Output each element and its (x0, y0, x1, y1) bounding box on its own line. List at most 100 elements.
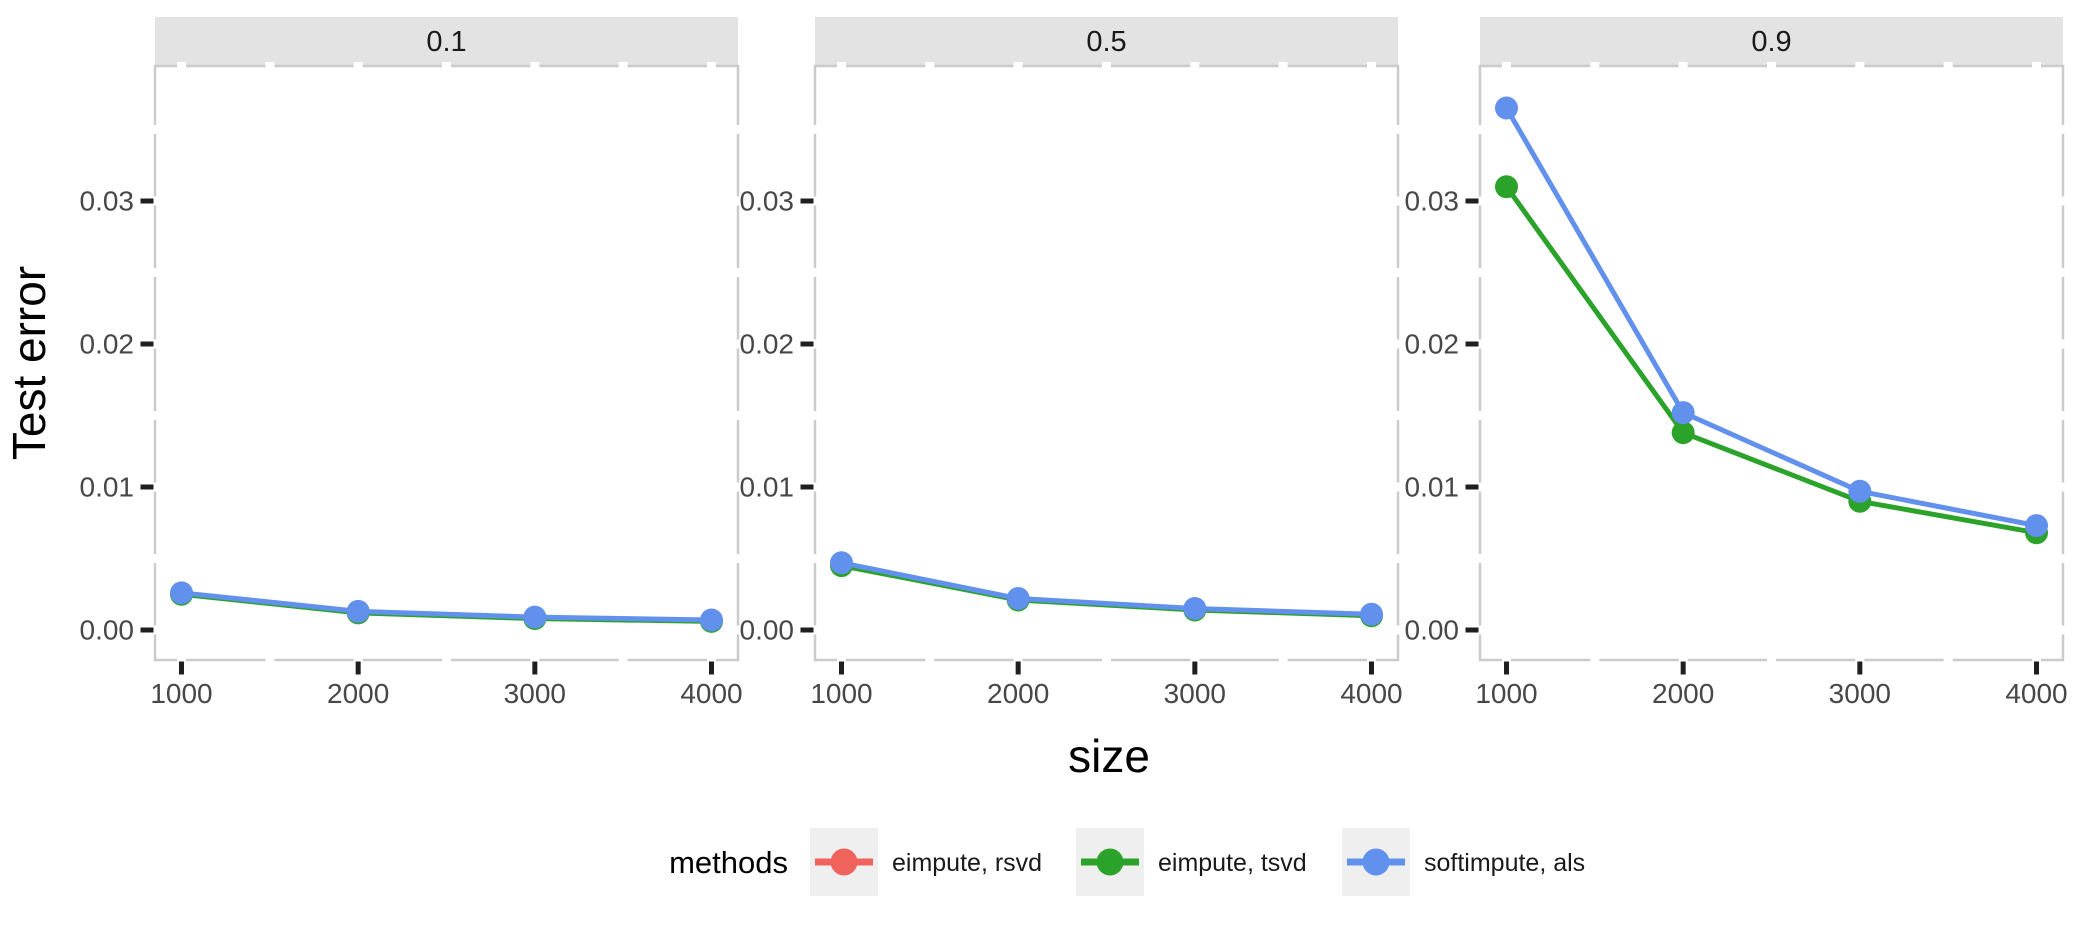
x-axis-tick (355, 661, 361, 675)
x-axis-tick (532, 661, 538, 675)
y-axis-tick (140, 341, 154, 347)
border-notch-left (1476, 196, 1484, 206)
y-axis-tick (800, 484, 814, 490)
panel-border (1478, 64, 2065, 662)
border-notch-right (1394, 411, 1402, 420)
series-line-softimpute-als (839, 560, 1374, 617)
border-notch-left (151, 125, 159, 134)
border-notch-top (1943, 62, 1953, 70)
border-notch-right (734, 411, 742, 420)
border-notch-left (151, 196, 159, 206)
border-notch-right (734, 339, 742, 349)
x-tick-label: 1000 (150, 678, 212, 709)
border-notch-right (734, 268, 742, 277)
legend-label: softimpute, als (1424, 849, 1585, 877)
border-notch-left (151, 554, 159, 563)
border-notch-top (530, 62, 540, 70)
series-line-eimpute-tsvd (1504, 184, 2039, 536)
data-point-eimpute-tsvd (1495, 175, 1518, 199)
border-notch-right (734, 625, 742, 635)
facet-label: 0.9 (1751, 26, 1791, 58)
border-notch-top (2032, 62, 2041, 70)
border-notch-left (811, 625, 819, 635)
border-notch-bottom (442, 656, 451, 664)
border-notch-top (1102, 62, 1111, 70)
data-point-softimpute-als (523, 605, 547, 629)
y-tick-label: 0.03 (740, 186, 795, 217)
border-notch-top (1013, 62, 1023, 70)
y-axis-tick (1465, 341, 1479, 347)
facet-label: 0.5 (1086, 26, 1126, 58)
x-axis-tick (179, 661, 184, 675)
y-tick-label: 0.02 (1405, 329, 1460, 360)
y-tick-label: 0.00 (1405, 615, 1460, 646)
legend-label: eimpute, tsvd (1158, 849, 1307, 877)
facet-label: 0.1 (426, 26, 466, 58)
legend-label: eimpute, rsvd (892, 849, 1042, 877)
border-notch-left (1476, 482, 1484, 492)
y-axis-tick (800, 198, 814, 204)
border-notch-left (151, 339, 159, 349)
border-notch-top (1502, 62, 1511, 70)
x-tick-label: 1000 (1475, 678, 1537, 709)
data-point-softimpute-als (346, 599, 370, 623)
border-notch-top (265, 62, 275, 70)
x-tick-label: 4000 (680, 678, 742, 709)
border-notch-top (1278, 62, 1288, 70)
border-notch-top (1767, 62, 1776, 70)
data-point-softimpute-als (700, 608, 723, 632)
border-notch-bottom (707, 656, 716, 664)
x-axis-tick (1192, 661, 1198, 675)
border-notch-left (1476, 339, 1484, 349)
border-notch-right (2059, 482, 2067, 492)
x-tick-label: 4000 (2005, 678, 2067, 709)
data-point-softimpute-als (1006, 587, 1030, 611)
border-notch-bottom (1013, 656, 1023, 664)
x-tick-label: 2000 (987, 678, 1049, 709)
border-notch-bottom (1278, 656, 1288, 664)
panel-border (813, 64, 1400, 662)
border-notch-bottom (1855, 656, 1865, 664)
panel-border (153, 64, 740, 662)
border-notch-right (1394, 554, 1402, 563)
y-axis-tick (800, 341, 814, 347)
border-notch-left (811, 411, 819, 420)
y-tick-label: 0.03 (1405, 186, 1460, 217)
border-notch-right (734, 196, 742, 206)
x-tick-label: 3000 (1164, 678, 1226, 709)
border-notch-left (811, 482, 819, 492)
y-axis-tick (1465, 198, 1479, 204)
data-point-softimpute-als (2025, 514, 2048, 538)
border-notch-left (1476, 125, 1484, 134)
y-axis-tick (800, 627, 814, 633)
x-axis-tick (709, 661, 714, 675)
border-notch-left (151, 268, 159, 277)
x-tick-label: 4000 (1340, 678, 1402, 709)
border-notch-right (2059, 625, 2067, 635)
y-tick-label: 0.01 (80, 472, 135, 503)
legend-key-point (830, 848, 858, 876)
data-point-softimpute-als (830, 551, 853, 575)
x-tick-label: 2000 (1652, 678, 1714, 709)
x-axis-tick (1015, 661, 1021, 675)
border-notch-top (442, 62, 451, 70)
border-notch-right (2059, 196, 2067, 206)
border-notch-right (1394, 625, 1402, 635)
border-notch-top (618, 62, 628, 70)
border-notch-right (1394, 125, 1402, 134)
x-tick-label: 2000 (327, 678, 389, 709)
data-point-softimpute-als (1183, 597, 1207, 621)
y-tick-label: 0.01 (740, 472, 795, 503)
border-notch-right (2059, 268, 2067, 277)
legend-key-point (1096, 848, 1124, 876)
border-notch-top (1590, 62, 1600, 70)
border-notch-right (1394, 339, 1402, 349)
border-notch-bottom (1943, 656, 1953, 664)
border-notch-left (151, 411, 159, 420)
border-notch-top (1367, 62, 1376, 70)
x-axis-tick (1680, 661, 1686, 675)
y-axis-tick (1465, 627, 1479, 633)
border-notch-left (811, 268, 819, 277)
border-notch-right (734, 554, 742, 563)
